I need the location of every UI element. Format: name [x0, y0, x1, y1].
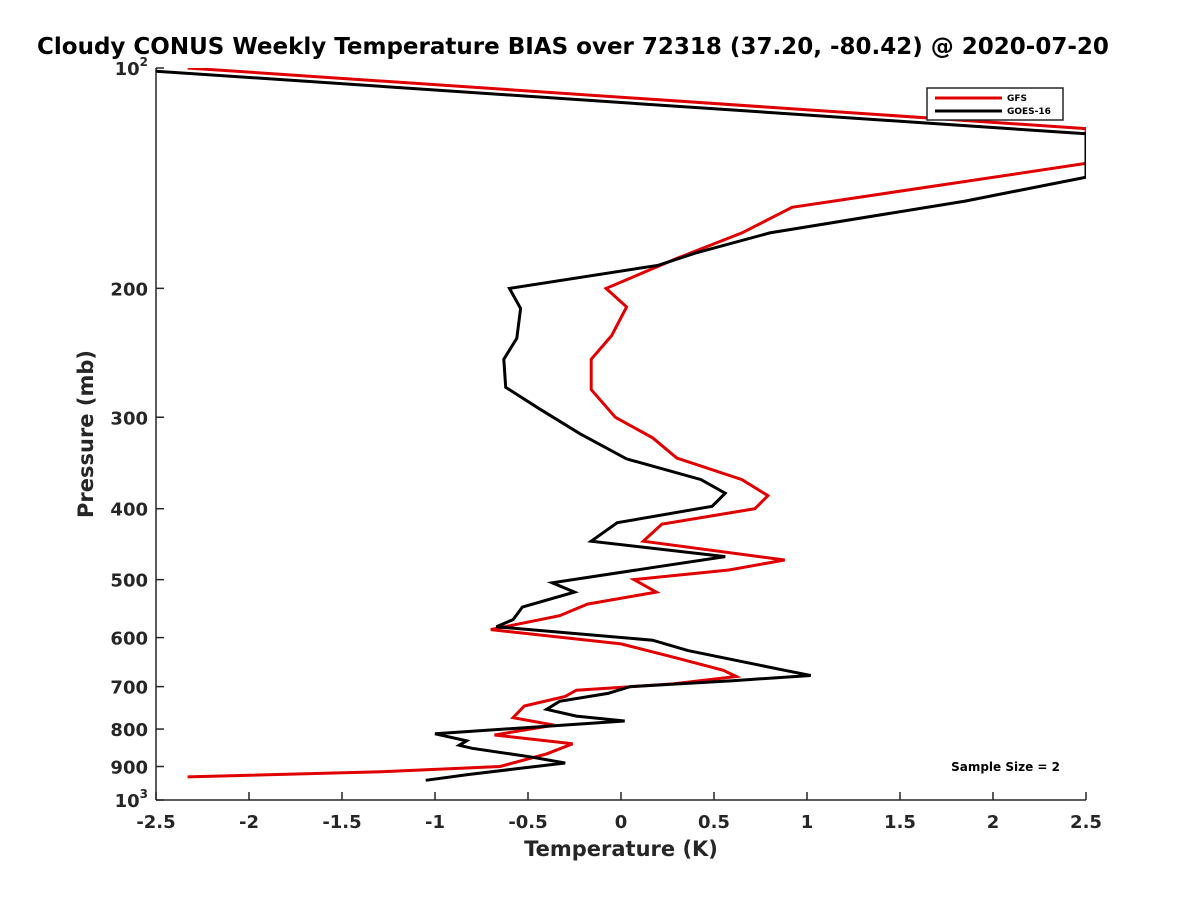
- y-tick-base: 900: [110, 758, 148, 779]
- y-tick-label: 500: [110, 571, 148, 592]
- x-tick-label: 1.5: [884, 812, 916, 833]
- y-tick-label: 800: [110, 720, 148, 741]
- legend-box: [926, 87, 1064, 121]
- x-axis-label: Temperature (K): [524, 837, 718, 861]
- y-axis-label: Pressure (mb): [74, 350, 98, 518]
- x-tick-label: -2.5: [136, 812, 175, 833]
- sample-size-annotation: Sample Size = 2: [951, 760, 1060, 774]
- y-tick-base: 300: [110, 408, 148, 429]
- x-tick-label: 2: [987, 812, 1000, 833]
- y-tick-label: 300: [110, 408, 148, 429]
- x-axis-ticks: -2.5 -2 -1.5 -1 -0.5 0 0.5 1 1.5 2 2.5: [136, 792, 1102, 833]
- y-tick-label: 103: [115, 787, 148, 812]
- y-tick-base: 700: [110, 678, 148, 699]
- y-tick-base: 400: [110, 500, 148, 521]
- x-tick-label: 1: [801, 812, 814, 833]
- x-tick-label: 0: [615, 812, 628, 833]
- y-tick-label: 900: [110, 758, 148, 779]
- y-tick-base: 200: [110, 279, 148, 300]
- y-tick-label: 700: [110, 678, 148, 699]
- y-tick-base: 800: [110, 720, 148, 741]
- y-tick-label: 400: [110, 500, 148, 521]
- series-line-goes-16: [156, 69, 1086, 782]
- legend-label: GOES-16: [1007, 107, 1051, 117]
- x-tick-label: -1: [425, 812, 445, 833]
- chart-title: Cloudy CONUS Weekly Temperature BIAS ove…: [37, 34, 1109, 60]
- x-tick-label: -1.5: [322, 812, 361, 833]
- legend-label: GFS: [1007, 94, 1027, 104]
- y-tick-label: 600: [110, 629, 148, 650]
- y-tick-label: 102: [115, 55, 148, 80]
- y-tick-exponent: 3: [140, 787, 148, 801]
- y-tick-base: 10: [115, 59, 140, 80]
- series-lines: [156, 68, 1086, 782]
- x-tick-label: 0.5: [698, 812, 730, 833]
- y-tick-exponent: 2: [140, 55, 148, 69]
- x-tick-label: -0.5: [508, 812, 547, 833]
- x-tick-label: -2: [239, 812, 259, 833]
- x-tick-label: 2.5: [1070, 812, 1102, 833]
- series-line-gfs: [187, 68, 1086, 779]
- legend: GFS GOES-16: [926, 87, 1064, 121]
- y-tick-label: 200: [110, 279, 148, 300]
- y-tick-base: 10: [115, 791, 140, 812]
- y-tick-base: 500: [110, 571, 148, 592]
- y-tick-base: 600: [110, 629, 148, 650]
